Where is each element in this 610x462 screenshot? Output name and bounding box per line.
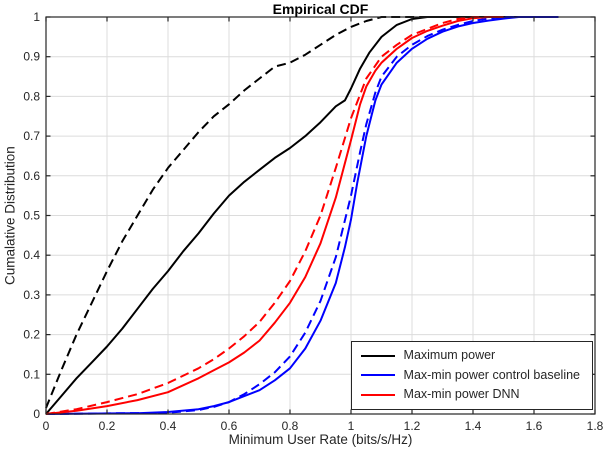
svg-text:0: 0 <box>33 407 40 421</box>
svg-text:0.6: 0.6 <box>221 419 238 433</box>
svg-text:0.6: 0.6 <box>23 169 40 183</box>
legend-item-maximum-power: Maximum power <box>360 347 580 363</box>
svg-text:1.6: 1.6 <box>526 419 543 433</box>
legend-line-sample-black <box>360 354 395 357</box>
svg-text:0.2: 0.2 <box>23 328 40 342</box>
legend-item-baseline: Max-min power control baseline <box>360 367 580 383</box>
svg-text:1: 1 <box>33 10 40 24</box>
svg-text:0.5: 0.5 <box>23 209 40 223</box>
svg-text:0.8: 0.8 <box>23 89 40 103</box>
legend: Maximum power Max-min power control base… <box>350 340 593 410</box>
svg-text:0.3: 0.3 <box>23 288 40 302</box>
y-axis-label: Cumalative Distribution <box>2 146 18 285</box>
svg-text:0.8: 0.8 <box>282 419 299 433</box>
legend-label-baseline: Max-min power control baseline <box>403 367 580 382</box>
svg-text:1.2: 1.2 <box>404 419 421 433</box>
x-axis-label: Minimum User Rate (bits/s/Hz) <box>228 432 413 447</box>
chart-title: Empirical CDF <box>272 1 369 17</box>
svg-text:0: 0 <box>43 419 50 433</box>
legend-label-dnn: Max-min power DNN <box>403 387 520 402</box>
svg-text:1: 1 <box>348 419 355 433</box>
svg-text:0.9: 0.9 <box>23 50 40 64</box>
svg-text:1.4: 1.4 <box>465 419 482 433</box>
svg-text:1.8: 1.8 <box>587 419 604 433</box>
svg-text:0.4: 0.4 <box>160 419 177 433</box>
svg-text:0.4: 0.4 <box>23 248 40 262</box>
legend-line-sample-red <box>360 394 395 397</box>
svg-text:0.1: 0.1 <box>23 367 40 381</box>
svg-text:0.7: 0.7 <box>23 129 40 143</box>
legend-line-sample-blue <box>360 374 395 377</box>
legend-item-dnn: Max-min power DNN <box>360 387 580 402</box>
svg-text:0.2: 0.2 <box>99 419 116 433</box>
legend-label-maximum-power: Maximum power <box>403 347 496 362</box>
